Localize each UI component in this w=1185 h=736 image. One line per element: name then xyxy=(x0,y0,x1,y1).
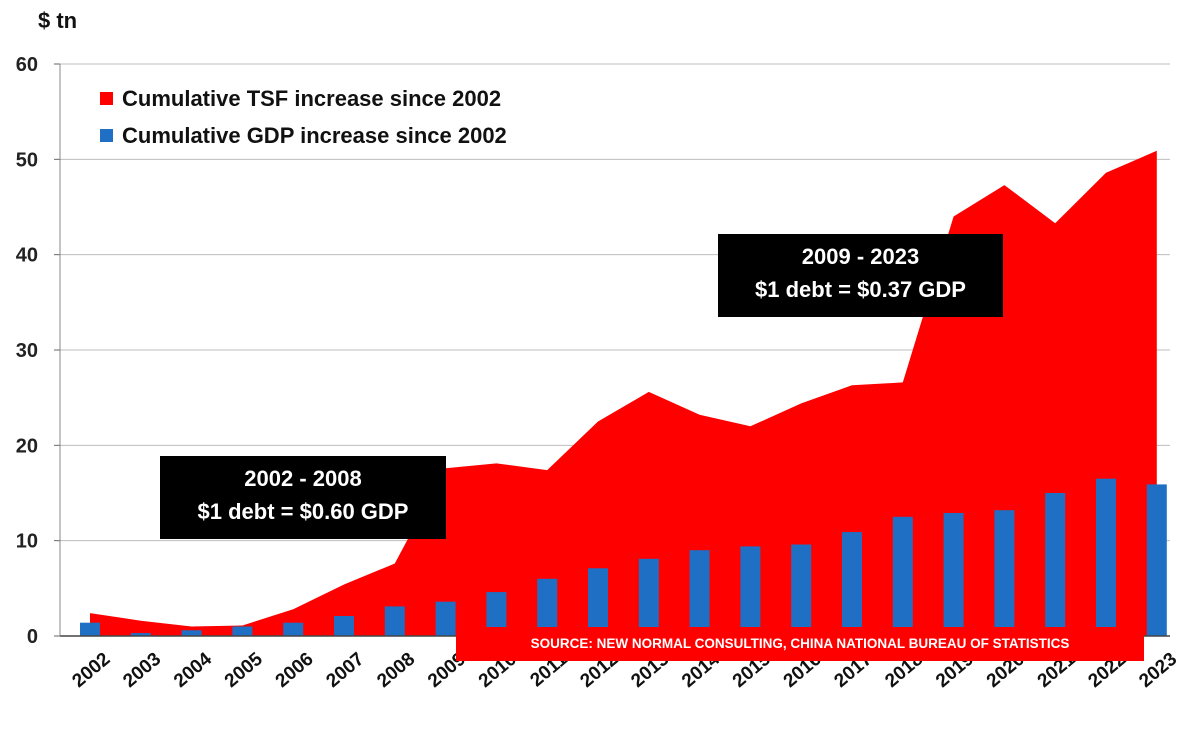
annotation-2002-2008-ratio: $1 debt = $0.60 GDP xyxy=(197,499,409,524)
gdp-bar-2022 xyxy=(1096,478,1116,636)
gdp-bar-2015 xyxy=(740,546,761,636)
gdp-bar-2002 xyxy=(80,622,100,636)
gdp-bar-2021 xyxy=(1045,493,1066,636)
gdp-bar-2016 xyxy=(791,544,812,636)
gdp-bar-2005 xyxy=(232,626,253,636)
gdp-bar-2011 xyxy=(537,578,558,636)
y-axis-ticks: 0 10 20 30 40 50 60 xyxy=(16,54,60,648)
x-tick-label-2004: 2004 xyxy=(170,648,216,692)
annotation-2009-2023-period: 2009 - 2023 xyxy=(801,244,920,269)
annotation-2009-2023: 2009 - 2023 $1 debt = $0.37 GDP xyxy=(718,234,1003,317)
legend-item-gdp: Cumulative GDP increase since 2002 xyxy=(100,117,507,154)
gdp-bar-2013 xyxy=(638,558,659,636)
gdp-bar-2017 xyxy=(842,532,862,636)
x-tick-label-2008: 2008 xyxy=(373,649,419,692)
y-tick-label: 40 xyxy=(16,245,38,267)
legend-swatch-gdp xyxy=(100,129,113,142)
gdp-bar-2004 xyxy=(181,630,202,636)
gdp-bar-2008 xyxy=(384,606,405,636)
gdp-bar-2018 xyxy=(892,516,913,636)
gdp-bar-2010 xyxy=(486,592,507,636)
tsf-area-series xyxy=(90,150,1157,637)
legend: Cumulative TSF increase since 2002 Cumul… xyxy=(100,80,507,154)
y-axis-unit-label: $ tn xyxy=(38,8,77,33)
annotation-2002-2008: 2002 - 2008 $1 debt = $0.60 GDP xyxy=(160,456,446,539)
gdp-bar-2007 xyxy=(334,616,354,636)
y-tick-label: 20 xyxy=(16,435,38,457)
x-tick-label-2007: 2007 xyxy=(322,649,368,692)
y-tick-label: 0 xyxy=(27,626,38,648)
y-tick-label: 10 xyxy=(16,531,38,553)
legend-item-tsf: Cumulative TSF increase since 2002 xyxy=(100,80,507,117)
gdp-bar-2019 xyxy=(943,513,964,636)
gdp-bar-2003 xyxy=(130,633,151,636)
gdp-bar-2020 xyxy=(994,510,1015,636)
gdp-bar-series xyxy=(80,478,1167,636)
y-tick-label: 60 xyxy=(16,54,38,76)
gdp-bar-2012 xyxy=(588,568,608,636)
annotation-2009-2023-ratio: $1 debt = $0.37 GDP xyxy=(755,277,966,302)
gdp-bar-2009 xyxy=(435,601,456,636)
gdp-bar-2023 xyxy=(1146,484,1167,636)
y-tick-label: 30 xyxy=(16,340,38,362)
legend-label-gdp: Cumulative GDP increase since 2002 xyxy=(122,122,507,148)
legend-label-tsf: Cumulative TSF increase since 2002 xyxy=(122,85,502,111)
legend-swatch-tsf xyxy=(100,92,113,105)
x-tick-label-2002: 2002 xyxy=(68,649,114,692)
y-tick-label: 50 xyxy=(16,149,38,171)
source-note: SOURCE: NEW NORMAL CONSULTING, CHINA NAT… xyxy=(456,627,1144,661)
gdp-bar-2014 xyxy=(689,550,710,636)
annotation-2002-2008-period: 2002 - 2008 xyxy=(244,466,362,491)
x-tick-label-2005: 2005 xyxy=(221,648,267,692)
gdp-bar-2006 xyxy=(283,622,304,636)
x-tick-label-2003: 2003 xyxy=(119,649,165,692)
x-tick-label-2006: 2006 xyxy=(272,649,318,692)
